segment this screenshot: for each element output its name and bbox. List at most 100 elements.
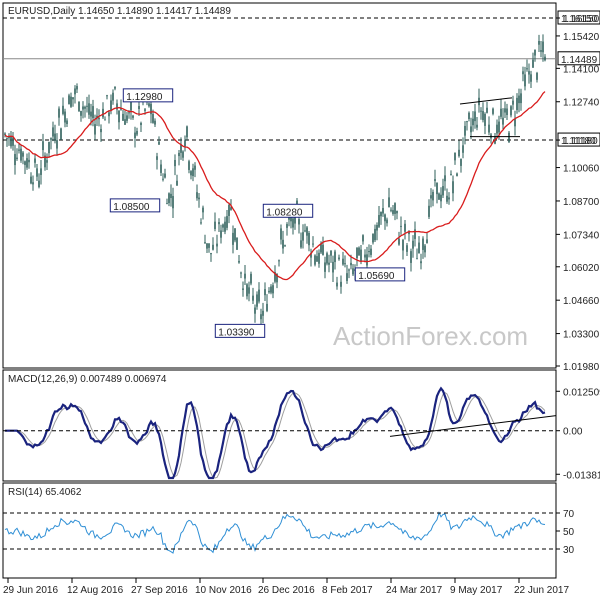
candle-body: [262, 310, 264, 316]
candle-body: [300, 240, 302, 248]
candle-body: [50, 138, 52, 140]
price-tick-label: 1.14100: [563, 64, 600, 75]
candle-body: [28, 159, 30, 163]
candle-body: [458, 149, 460, 157]
candle-body: [202, 207, 204, 213]
candle-body: [386, 219, 388, 224]
candle-body: [446, 195, 448, 202]
candle-body: [30, 176, 32, 184]
candle-body: [476, 124, 478, 128]
date-tick-label: 12 Aug 2016: [67, 585, 124, 596]
candle-body: [20, 148, 22, 161]
candle-body: [302, 232, 304, 241]
candle-body: [470, 126, 472, 133]
candle-body: [52, 127, 54, 137]
candle-body: [410, 251, 412, 263]
candle-body: [156, 156, 158, 160]
price-annotations: 1.12980 1.08500 1.08280 1.05690 1.03390: [109, 88, 406, 338]
candle-body: [400, 225, 402, 227]
candle-body: [444, 175, 446, 182]
candle-body: [316, 256, 318, 262]
candle-body: [196, 192, 198, 199]
candle-body: [220, 230, 222, 238]
candle-body: [350, 262, 352, 266]
candle-body: [324, 262, 326, 272]
candle-body: [392, 210, 394, 214]
candle-body: [438, 193, 440, 200]
candle-body: [244, 273, 246, 279]
candle-body: [334, 251, 336, 263]
candle-body: [126, 115, 128, 121]
candle-body: [330, 250, 332, 256]
candle-body: [282, 239, 284, 249]
candle-body: [12, 137, 14, 146]
candle-body: [502, 117, 504, 125]
candle-body: [254, 307, 256, 314]
candle-body: [212, 244, 214, 250]
candle-body: [168, 193, 170, 204]
candle-body: [56, 140, 58, 149]
candle-body: [58, 108, 60, 118]
last-price-box: [557, 51, 600, 66]
macd-signal-line: [5, 392, 546, 479]
candle-body: [532, 59, 534, 68]
candle-body: [224, 221, 226, 232]
candle-body: [76, 86, 78, 90]
candle-body: [92, 106, 94, 119]
candle-body: [14, 154, 16, 166]
candle-body: [414, 229, 416, 239]
candle-body: [432, 191, 434, 201]
candle-body: [524, 74, 526, 87]
candle-body: [440, 194, 442, 202]
annotation-label: 1.03390: [218, 327, 255, 338]
candle-body: [398, 238, 400, 245]
candle-body: [298, 219, 300, 225]
date-tick-label: 27 Sep 2016: [131, 585, 188, 596]
candle-body: [274, 271, 276, 282]
candle-body: [384, 214, 386, 222]
rsi-tick-label: 50: [563, 527, 575, 538]
candle-body: [134, 132, 136, 139]
candle-body: [426, 239, 428, 244]
candle-body: [194, 165, 196, 170]
candle-body: [382, 208, 384, 214]
candle-body: [328, 262, 330, 265]
candle-body: [280, 228, 282, 240]
candle-body: [154, 120, 156, 125]
candle-body: [482, 111, 484, 121]
candle-body: [236, 237, 238, 250]
date-tick-label: 9 May 2017: [450, 585, 503, 596]
candle-body: [290, 215, 292, 222]
annotation-label: 1.08280: [266, 207, 303, 218]
candle-body: [232, 232, 234, 245]
candle-body: [364, 254, 366, 258]
candle-body: [184, 140, 186, 147]
resistance-label: 1.11180: [561, 136, 596, 147]
candle-body: [358, 247, 360, 256]
candle-body: [434, 179, 436, 181]
candle-body: [198, 197, 200, 200]
candle-body: [374, 228, 376, 241]
candle-body: [528, 71, 530, 75]
candle-body: [216, 243, 218, 247]
annotation-box: [262, 203, 314, 218]
candle-body: [170, 193, 172, 199]
candle-body: [240, 272, 242, 274]
candle-body: [4, 133, 6, 135]
candle-body: [424, 245, 426, 253]
candle-body: [152, 113, 154, 123]
rsi-lines: [4, 511, 546, 554]
candle-body: [340, 281, 342, 287]
candle-body: [508, 132, 510, 143]
price-tick-label: 1.10060: [563, 164, 600, 175]
last-price-label: 1.14489: [561, 55, 598, 66]
candle-body: [160, 164, 162, 173]
candle-body: [308, 233, 310, 246]
candle-body: [312, 243, 314, 245]
candle-body: [80, 110, 82, 116]
candle-body: [64, 111, 66, 123]
candle-body: [200, 222, 202, 224]
candle-body: [72, 97, 74, 100]
candle-body: [544, 56, 546, 61]
